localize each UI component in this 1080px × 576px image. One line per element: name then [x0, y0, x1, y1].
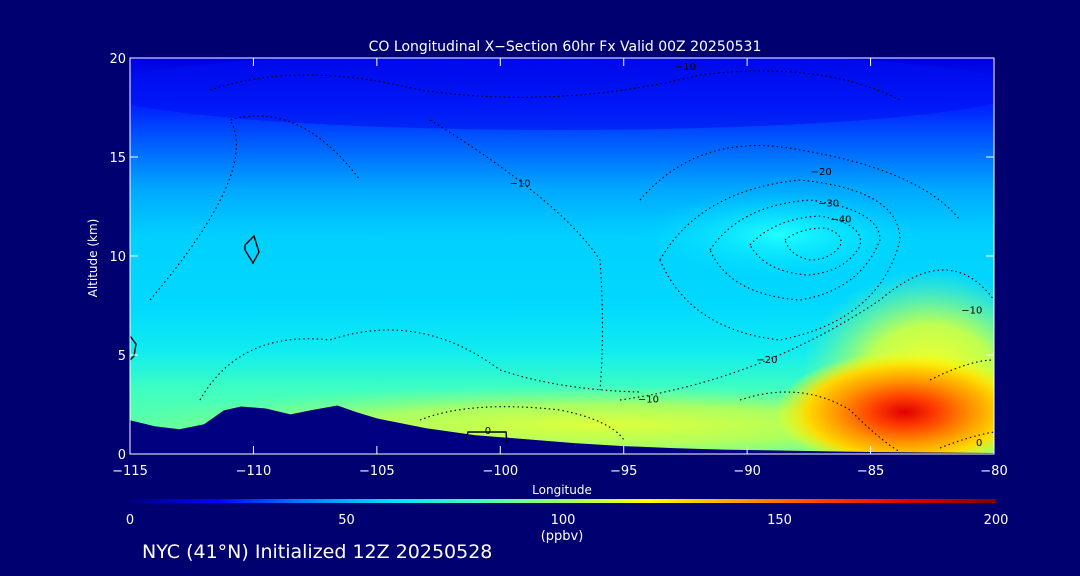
x-tick-label: −90: [733, 464, 760, 479]
colorbar-tick-label: 100: [551, 513, 576, 528]
y-tick-label: 0: [118, 448, 126, 463]
contour-line: [739, 391, 901, 453]
zero-contour: [244, 234, 260, 265]
contour-label: −40: [830, 214, 851, 225]
contour-line: [659, 179, 901, 341]
y-axis: 0 5 10 15 20: [109, 52, 994, 463]
colorbar-tick-label: 200: [984, 513, 1009, 528]
contour-labels: −10 −10 −20 −30 −40 −20 −10 −10 0 0: [485, 62, 983, 449]
contour-label: −30: [818, 199, 839, 210]
contour-line: [209, 70, 901, 101]
colorbar-unit-label: (ppbv): [541, 529, 584, 544]
contour-line: [419, 406, 625, 441]
initialization-caption: NYC (41°N) Initialized 12Z 20250528: [142, 541, 493, 563]
co-maximum-region: [775, 352, 994, 454]
plot-area: −10 −10 −20 −30 −40 −20 −10 −10 0 0: [130, 58, 994, 454]
contour-label: −10: [509, 179, 530, 190]
chart-title: CO Longitudinal X−Section 60hr Fx Valid …: [369, 39, 762, 55]
x-axis: −115 −110 −105 −100 −95 −90 −85 −80: [112, 58, 1008, 479]
zero-contour: [465, 431, 508, 444]
contour-label: 0: [485, 426, 491, 437]
x-tick-label: −110: [236, 464, 272, 479]
x-axis-label: Longitude: [532, 483, 592, 497]
contour-label: −10: [638, 395, 659, 406]
colorbar-tick-label: 0: [126, 513, 134, 528]
y-tick-label: 15: [109, 151, 126, 166]
contour-label: 0: [976, 438, 982, 449]
contour-label: −20: [756, 355, 777, 366]
contour-line: [939, 431, 994, 449]
x-tick-label: −105: [359, 464, 395, 479]
contour-solid-lines: [130, 234, 508, 444]
contour-line: [709, 199, 881, 301]
x-tick-label: −115: [112, 464, 148, 479]
contour-line: [619, 269, 994, 401]
zero-contour: [130, 335, 137, 361]
x-tick-label: −100: [482, 464, 518, 479]
colorbar: [130, 499, 996, 503]
y-tick-label: 10: [109, 250, 126, 265]
y-tick-label: 20: [109, 52, 126, 67]
contour-lines: [149, 70, 994, 453]
terrain-mask: [130, 405, 994, 454]
contour-line: [639, 145, 961, 221]
colorbar-tick-label: 150: [767, 513, 792, 528]
contour-line: [199, 329, 641, 401]
contour-label: −10: [961, 305, 982, 316]
colorbar-tick-label: 50: [338, 513, 355, 528]
contour-label: −20: [811, 167, 832, 178]
x-tick-label: −80: [980, 464, 1007, 479]
colorbar-ticks: 0 50 100 150 200: [126, 513, 1009, 528]
co-low-upper-band: [130, 58, 994, 130]
x-tick-label: −95: [610, 464, 637, 479]
y-axis-label: Altitude (km): [86, 219, 100, 298]
x-tick-label: −85: [857, 464, 884, 479]
y-tick-label: 5: [118, 349, 126, 364]
co-minimum-region: [640, 190, 920, 280]
contour-line: [149, 115, 361, 301]
contour-line: [429, 119, 604, 391]
contour-label: −10: [675, 62, 696, 73]
